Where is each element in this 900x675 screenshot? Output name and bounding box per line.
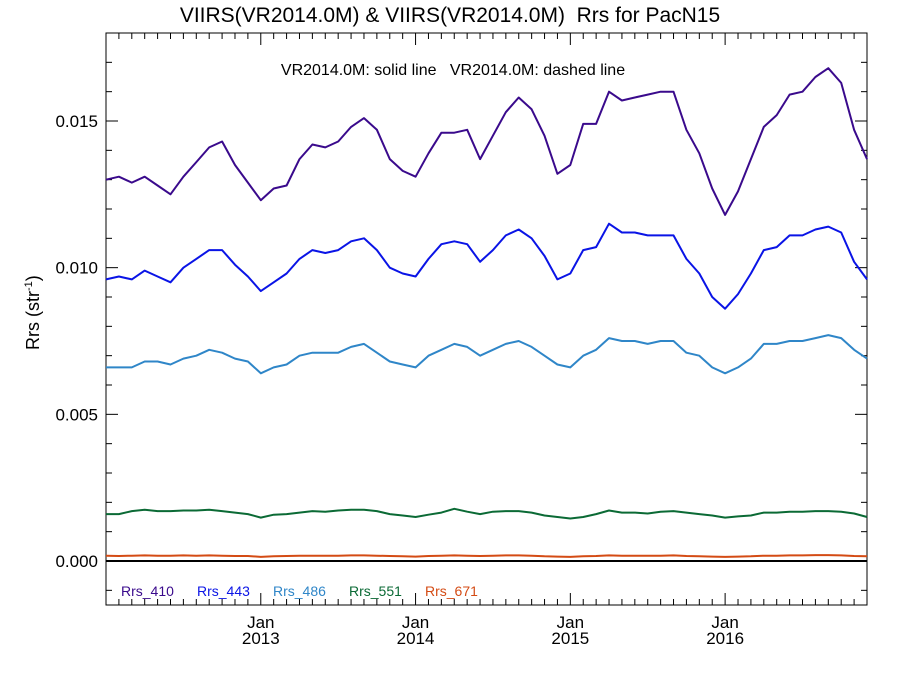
legend-entry-rrs-410: Rrs_410 — [121, 583, 174, 599]
x-tick-label-month: Jan — [557, 613, 584, 632]
y-tick-label: 0.010 — [55, 259, 98, 278]
legend-entry-rrs-671: Rrs_671 — [425, 583, 478, 599]
legend-entry-rrs-486: Rrs_486 — [273, 583, 326, 599]
x-tick-label-year: 2013 — [242, 629, 280, 648]
x-tick-label-month: Jan — [711, 613, 738, 632]
x-tick-label-year: 2015 — [551, 629, 589, 648]
y-tick-label: 0.015 — [55, 112, 98, 131]
legend-entry-rrs-551: Rrs_551 — [349, 583, 402, 599]
x-tick-label-year: 2014 — [397, 629, 435, 648]
plot-frame — [105, 32, 868, 606]
x-tick-label-year: 2016 — [706, 629, 744, 648]
chart-title: VIIRS(VR2014.0M) & VIIRS(VR2014.0M) Rrs … — [179, 4, 721, 27]
x-tick-label-month: Jan — [247, 613, 274, 632]
x-tick-label-month: Jan — [402, 613, 429, 632]
series-line-rrs-486 — [106, 334, 868, 375]
y-tick-label: 0.000 — [55, 552, 98, 571]
line-style-annotation: VR2014.0M: solid line VR2014.0M: dashed … — [280, 62, 626, 79]
y-tick-label: 0.005 — [55, 405, 98, 424]
legend-entry-rrs-443: Rrs_443 — [197, 583, 250, 599]
series-line-rrs-671 — [105, 554, 868, 558]
series-line-rrs-551 — [106, 507, 868, 520]
series-line-rrs-410 — [105, 67, 868, 216]
series-line-rrs-443 — [105, 222, 868, 310]
